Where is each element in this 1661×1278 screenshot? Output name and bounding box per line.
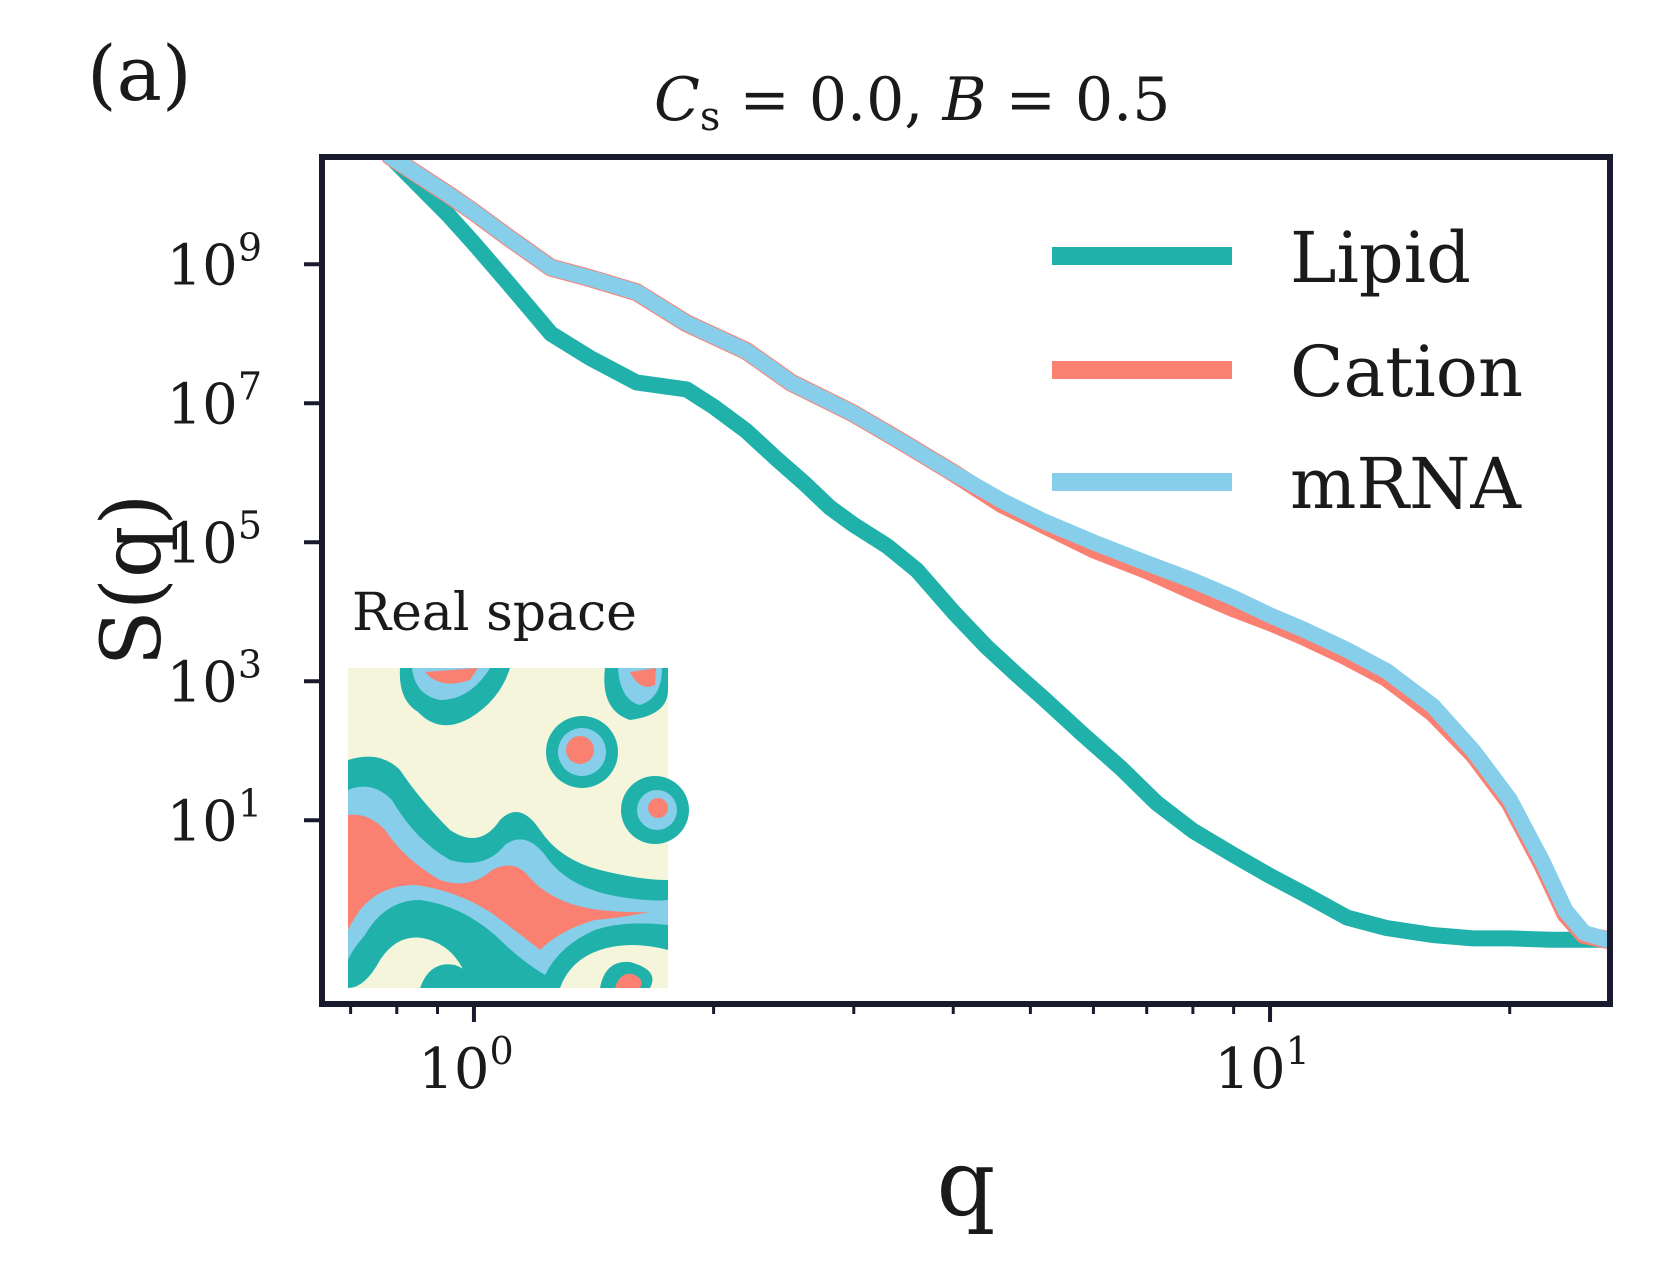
- x-tick-label: 100: [418, 1029, 513, 1102]
- x-axis-label: q: [937, 1130, 996, 1237]
- title-b-value: = 0.5: [987, 65, 1171, 135]
- series-line-mrna: [382, 158, 1609, 948]
- inset-domain-cation: [615, 973, 642, 988]
- inset-domain-cation: [648, 798, 668, 818]
- legend-label-mrna: mRNA: [1290, 443, 1522, 525]
- inset-domain-lipid: [420, 964, 473, 988]
- inset-domain-cation: [348, 814, 650, 950]
- inset-domain-cation: [566, 736, 594, 764]
- panel-label: (a): [87, 29, 192, 118]
- title-b-symbol: B: [941, 65, 986, 135]
- y-tick-label: 105: [167, 503, 262, 576]
- inset-domain-cation: [425, 668, 478, 684]
- title-c-symbol: C: [654, 65, 700, 135]
- title-c-value: = 0.0,: [720, 65, 942, 135]
- inset-label: Real space: [352, 583, 637, 643]
- chart-title: Cs = 0.0, B = 0.5: [654, 65, 1170, 140]
- title-c-subscript: s: [700, 94, 721, 140]
- x-tick-label: 101: [1214, 1029, 1309, 1102]
- legend-label-lipid: Lipid: [1290, 217, 1471, 299]
- legend: Lipid Cation mRNA: [1052, 217, 1523, 525]
- inset-domain-cation: [630, 668, 656, 687]
- y-axis-label: S(q): [85, 494, 180, 667]
- legend-label-cation: Cation: [1290, 331, 1523, 413]
- y-tick-label: 107: [167, 364, 262, 437]
- real-space-inset: [348, 668, 689, 988]
- ticks-group: 100 101 101 103 105 107 109: [167, 225, 1512, 1102]
- plot-frame: [319, 154, 1613, 1007]
- series-line-lipid: [382, 158, 1609, 948]
- y-tick-label: 109: [167, 225, 262, 298]
- series-group: [381, 158, 1609, 949]
- y-tick-label: 103: [167, 642, 262, 715]
- y-tick-label: 101: [167, 781, 262, 854]
- inset-domains: [348, 668, 689, 988]
